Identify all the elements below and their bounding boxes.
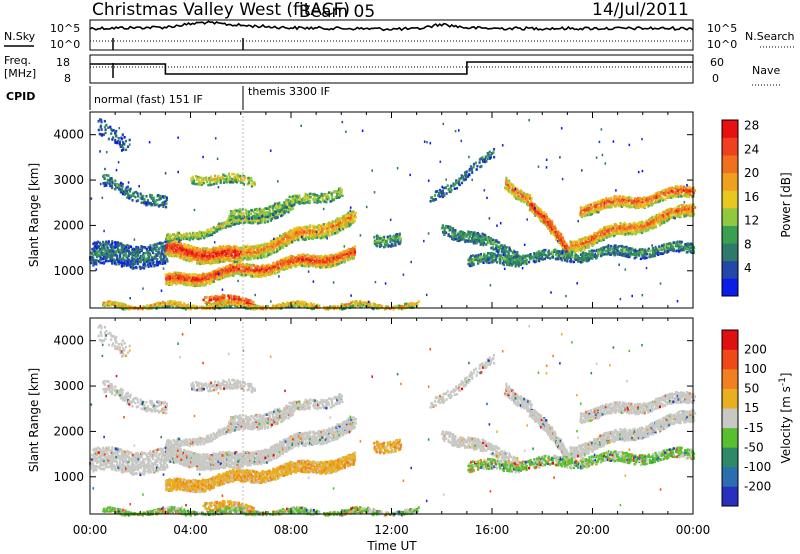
power-y-tick-label: 2000 bbox=[53, 218, 84, 232]
x-tick-label: 00:00 bbox=[676, 523, 711, 537]
cpid-label: CPID bbox=[6, 90, 35, 103]
velocity-colorbar-swatch bbox=[722, 369, 738, 389]
power-colorbar-swatch bbox=[722, 120, 738, 138]
nsky-label: N.Sky bbox=[4, 30, 36, 43]
cpid-segment-themis: themis 3300 IF bbox=[248, 85, 330, 98]
power-colorbar-tick: 20 bbox=[744, 166, 759, 180]
velocity-colorbar-swatch bbox=[722, 466, 738, 487]
velocity-colorbar-label: Velocity [m s-1] bbox=[778, 373, 793, 464]
velocity-colorbar-swatch bbox=[722, 427, 738, 448]
freq-panel: Freq. [MHz] 18 8 60 0 Nave bbox=[4, 54, 782, 86]
velocity-colorbar-tick: 200 bbox=[744, 343, 767, 357]
power-y-axis-label: Slant Range [km] bbox=[27, 163, 41, 267]
power-colorbar-swatch bbox=[722, 208, 738, 226]
velocity-panel: 1000 2000 3000 4000 Slant Range [km] bbox=[27, 317, 697, 517]
power-colorbar-label: Power [dB] bbox=[779, 172, 793, 237]
velocity-colorbar-tick: 50 bbox=[744, 382, 759, 396]
cpid-segment-normal: normal (fast) 151 IF bbox=[94, 93, 203, 106]
nsearch-label: N.Search bbox=[745, 30, 795, 43]
nave-tick-bottom: 0 bbox=[712, 72, 719, 85]
velocity-colorbar-swatch bbox=[722, 388, 738, 409]
nsky-panel: N.Sky 10^5 10^0 10^5 10^0 N.Search bbox=[4, 19, 795, 51]
power-colorbar-swatch bbox=[722, 190, 738, 209]
velocity-colorbar-tick: -50 bbox=[744, 440, 764, 454]
velocity-colorbar-tick: -200 bbox=[744, 479, 771, 493]
power-colorbar: 4 8 12 16 20 24 28 bbox=[721, 119, 759, 297]
freq-unit-label: [MHz] bbox=[4, 67, 36, 80]
x-tick-label: 16:00 bbox=[475, 523, 510, 537]
power-colorbar-swatch bbox=[722, 137, 738, 156]
power-y-tick-label: 4000 bbox=[53, 128, 84, 142]
x-tick-label: 20:00 bbox=[575, 523, 610, 537]
beam-label: Beam 05 bbox=[299, 2, 375, 22]
cpid-panel: CPID normal (fast) 151 IF themis 3300 IF bbox=[6, 85, 330, 110]
velocity-y-tick-label: 1000 bbox=[53, 470, 84, 484]
power-panel: 1000 2000 3000 4000 Slant Range [km] bbox=[27, 111, 697, 311]
freq-line bbox=[90, 61, 693, 75]
x-tick-label: 08:00 bbox=[274, 523, 309, 537]
velocity-colorbar: 200 100 50 15 -15 -50 -100 -200 bbox=[721, 329, 771, 507]
nsky-line bbox=[89, 20, 694, 32]
power-colorbar-tick: 16 bbox=[744, 190, 759, 204]
power-colorbar-swatch bbox=[722, 260, 738, 279]
velocity-y-tick-label: 4000 bbox=[53, 334, 84, 348]
power-colorbar-tick: 4 bbox=[744, 261, 752, 275]
x-axis-label: Time UT bbox=[366, 539, 417, 553]
x-tick-label: 12:00 bbox=[374, 523, 409, 537]
velocity-colorbar-swatch bbox=[722, 330, 738, 350]
power-colorbar-tick: 8 bbox=[744, 237, 752, 251]
velocity-colorbar-swatch bbox=[722, 408, 738, 429]
velocity-y-tick-label: 3000 bbox=[53, 379, 84, 393]
power-colorbar-swatch bbox=[722, 243, 738, 262]
velocity-colorbar-tick: 100 bbox=[744, 362, 767, 376]
x-tick-label: 00:00 bbox=[73, 523, 108, 537]
power-colorbar-tick: 28 bbox=[744, 119, 759, 133]
power-colorbar-swatch bbox=[722, 172, 738, 191]
nsearch-tick-bottom: 10^0 bbox=[707, 38, 737, 51]
power-colorbar-swatch bbox=[722, 155, 738, 174]
nsky-tick-bottom: 10^0 bbox=[50, 38, 80, 51]
velocity-heatmap bbox=[89, 324, 697, 517]
power-y-tick-label: 3000 bbox=[53, 173, 84, 187]
velocity-colorbar-swatch bbox=[722, 447, 738, 468]
velocity-colorbar-swatch bbox=[722, 486, 738, 507]
station-title: Christmas Valley West (fitACF) bbox=[92, 0, 350, 20]
power-y-tick-label: 1000 bbox=[53, 264, 84, 278]
power-colorbar-swatch bbox=[722, 278, 738, 297]
freq-tick-top: 18 bbox=[56, 56, 70, 69]
power-colorbar-swatch bbox=[722, 225, 738, 244]
velocity-colorbar-tick: -100 bbox=[744, 460, 771, 474]
nave-label: Nave bbox=[752, 64, 780, 77]
velocity-y-axis-label: Slant Range [km] bbox=[27, 368, 41, 472]
date-label: 14/Jul/2011 bbox=[592, 0, 689, 20]
freq-tick-bottom: 8 bbox=[64, 72, 71, 85]
velocity-y-tick-label: 2000 bbox=[53, 424, 84, 438]
power-colorbar-tick: 24 bbox=[744, 142, 759, 156]
power-colorbar-tick: 12 bbox=[744, 214, 759, 228]
velocity-colorbar-tick: -15 bbox=[744, 421, 764, 435]
x-axis: 00:00 04:00 08:00 12:00 16:00 20:00 00:00 bbox=[73, 112, 711, 537]
freq-label: Freq. bbox=[4, 54, 31, 67]
power-heatmap bbox=[89, 118, 697, 311]
nsky-tick-top: 10^5 bbox=[50, 22, 80, 35]
nave-tick-top: 60 bbox=[710, 56, 724, 69]
nsearch-tick-top: 10^5 bbox=[707, 22, 737, 35]
velocity-colorbar-tick: 15 bbox=[744, 401, 759, 415]
velocity-colorbar-swatch bbox=[722, 349, 738, 370]
x-tick-label: 04:00 bbox=[173, 523, 208, 537]
